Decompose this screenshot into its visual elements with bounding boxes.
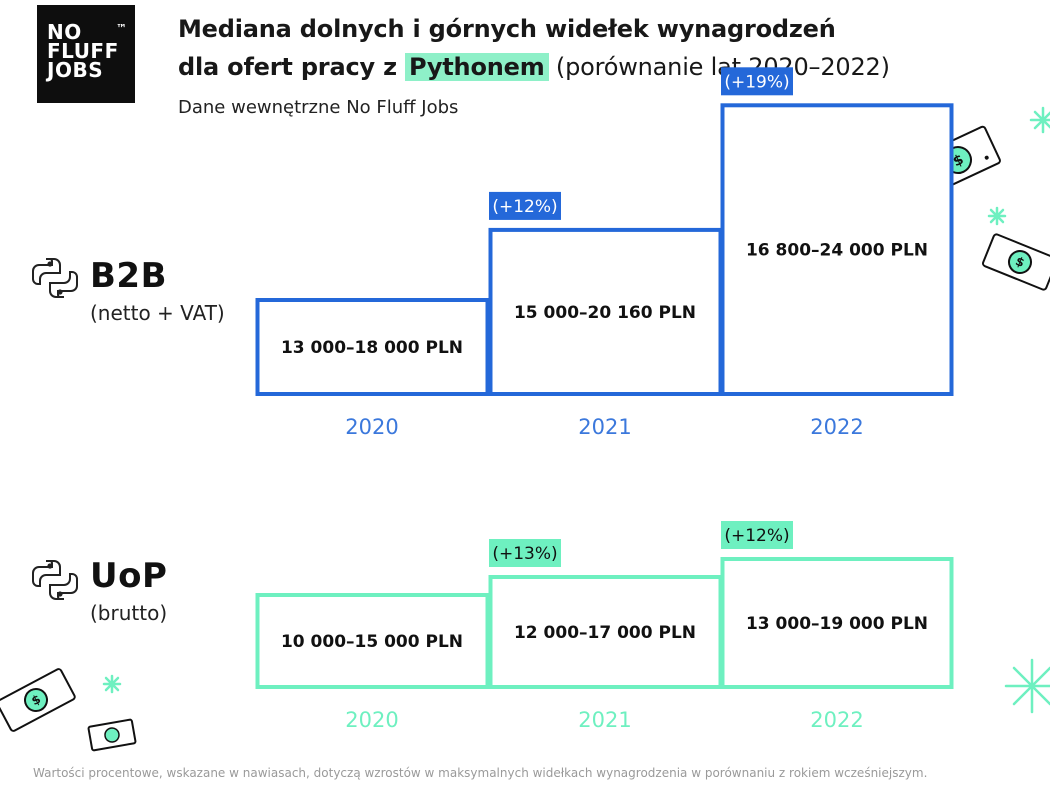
b2b-growth-badge-2022 <box>721 67 793 96</box>
python-icon <box>32 560 78 600</box>
title-line-2: dla ofert pracy z Pythonem (porównanie l… <box>178 48 890 86</box>
title-highlight: Pythonem <box>405 53 549 81</box>
b2b-year-label-2022: 2022 <box>810 415 863 439</box>
uop-bar-2021 <box>488 575 723 689</box>
uop-range-label-2020: 10 000–15 000 PLN <box>281 632 463 652</box>
chart-subtitle: Dane wewnętrzne No Fluff Jobs <box>178 97 459 118</box>
money-bill-icon <box>87 718 137 752</box>
uop-sublabel: (brutto) <box>90 601 168 625</box>
python-icon <box>32 258 78 298</box>
b2b-growth-label-2021: (+12%) <box>492 197 557 217</box>
b2b-label: B2B <box>90 256 167 296</box>
uop-growth-badge-2022 <box>721 521 793 549</box>
footnote: Wartości procentowe, wskazane w nawiasac… <box>33 766 928 780</box>
uop-growth-label-2021: (+13%) <box>492 544 557 564</box>
uop-bar-2020 <box>255 593 490 689</box>
b2b-bar-2020 <box>255 298 490 396</box>
b2b-bar-2021 <box>488 227 723 396</box>
no-fluff-jobs-logo: NO FLUFF JOBS ™ <box>37 5 135 103</box>
sparkle-icon <box>102 106 1050 714</box>
logo-line-3: JOBS <box>47 58 104 82</box>
b2b-range-label-2021: 15 000–20 160 PLN <box>514 303 696 323</box>
logo-trademark: ™ <box>116 22 127 35</box>
uop-year-label-2020: 2020 <box>345 708 398 732</box>
b2b-growth-badge-2021 <box>489 191 561 220</box>
uop-label: UoP <box>90 556 168 596</box>
chart-title: Mediana dolnych i górnych widełek wynagr… <box>178 10 890 86</box>
uop-range-label-2021: 12 000–17 000 PLN <box>514 623 696 643</box>
uop-growth-label-2022: (+12%) <box>724 526 789 546</box>
logo-text: NO FLUFF JOBS <box>47 20 119 82</box>
uop-range-label-2022: 13 000–19 000 PLN <box>746 614 928 634</box>
charts-layer: 13 000–18 000 PLN 2020 15 000–20 160 PLN 20… <box>255 67 954 732</box>
money-bill-icon: $ <box>0 668 76 732</box>
uop-chart: 10 000–15 000 PLN 2020 12 000–17 000 PLN 20… <box>255 521 954 732</box>
uop-year-label-2022: 2022 <box>810 708 863 732</box>
title-prefix: dla ofert pracy z <box>178 53 405 81</box>
money-bill-icon: $ <box>982 233 1050 291</box>
b2b-range-label-2020: 13 000–18 000 PLN <box>281 338 463 358</box>
title-line-1: Mediana dolnych i górnych widełek wynagr… <box>178 15 836 43</box>
b2b-range-label-2022: 16 800–24 000 PLN <box>746 241 928 261</box>
logo-line-2: FLUFF <box>47 39 119 63</box>
b2b-chart: 13 000–18 000 PLN 2020 15 000–20 160 PLN 20… <box>255 67 954 439</box>
b2b-bar-2022 <box>720 103 954 397</box>
b2b-year-label-2021: 2021 <box>578 415 631 439</box>
uop-growth-badge-2021 <box>489 539 561 567</box>
b2b-sublabel: (netto + VAT) <box>90 301 225 325</box>
uop-bar-2022 <box>720 557 954 689</box>
uop-year-label-2021: 2021 <box>578 708 631 732</box>
logo-line-1: NO <box>47 20 82 44</box>
b2b-growth-label-2022: (+19%) <box>724 72 789 92</box>
b2b-year-label-2020: 2020 <box>345 415 398 439</box>
